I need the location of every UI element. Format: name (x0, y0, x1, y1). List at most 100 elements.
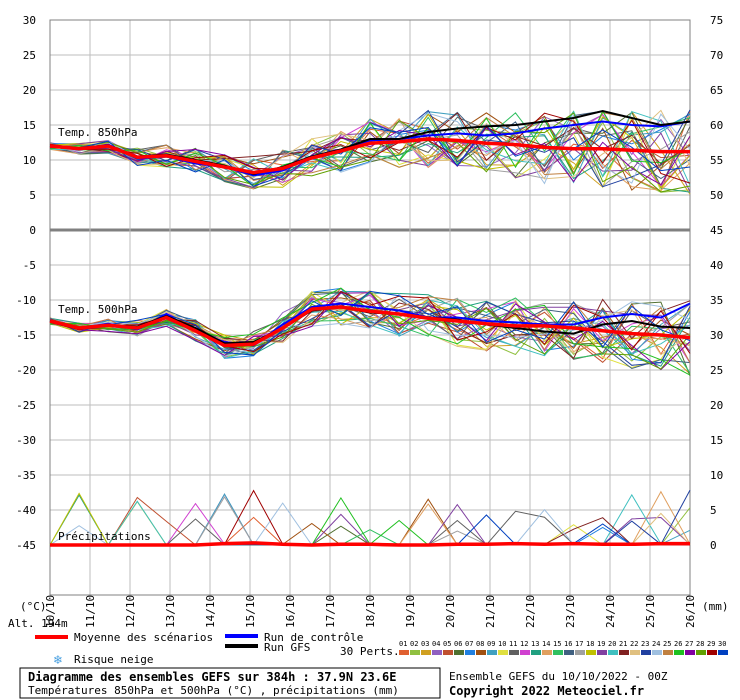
member-swatch (685, 650, 695, 655)
member-500-line (49, 297, 691, 352)
member-number: 18 (586, 640, 594, 648)
left-tick-label: 5 (29, 189, 36, 202)
member-swatch (542, 650, 552, 655)
member-number: 07 (465, 640, 473, 648)
member-number: 01 (399, 640, 407, 648)
date-label: 25/10 (644, 595, 657, 628)
legend: Moyenne des scénarios Run de contrôle Ru… (35, 631, 728, 667)
member-swatch (399, 650, 409, 655)
member-number: 12 (520, 640, 528, 648)
right-tick-label: 35 (710, 294, 723, 307)
left-axis-ticks: 30 25 20 15 10 5 0 -5 -10 -15 -20 -25 -30 -35 -40 -45 (16, 14, 36, 552)
member-number: 22 (630, 640, 638, 648)
right-tick-label: 70 (710, 49, 723, 62)
left-tick-label: -40 (16, 504, 36, 517)
mean-precip-line (50, 541, 690, 547)
member-swatch (487, 650, 497, 655)
left-tick-label: 20 (23, 84, 36, 97)
legend-control-label: Run de contrôle (264, 631, 363, 644)
right-tick-label: 40 (710, 259, 723, 272)
member-number: 21 (619, 640, 627, 648)
member-number: 25 (663, 640, 671, 648)
member-850-line (50, 110, 691, 186)
member-swatch (641, 650, 651, 655)
member-number: 08 (476, 640, 484, 648)
date-label: 20/10 (444, 595, 457, 628)
legend-mean-label: Moyenne des scénarios (74, 631, 213, 644)
member-number: 05 (443, 640, 451, 648)
member-number: 10 (498, 640, 506, 648)
member-legend: 01 02 03 04 05 06 07 08 09 10 11 12 13 14 15 16 17 18 19 20… (399, 640, 728, 655)
member-swatch (476, 650, 486, 655)
left-tick-label: 15 (23, 119, 36, 132)
member-number: 16 (564, 640, 572, 648)
member-swatch (718, 650, 728, 655)
member-number: 06 (454, 640, 462, 648)
right-tick-label: 30 (710, 329, 723, 342)
member-swatch (520, 650, 530, 655)
member-500-line (49, 290, 691, 356)
right-tick-label: 20 (710, 399, 723, 412)
member-swatch (564, 650, 574, 655)
left-tick-label: 10 (23, 154, 36, 167)
panel-label-850: Temp. 850hPa (58, 126, 137, 139)
date-label: 21/10 (484, 595, 497, 628)
left-axis-unit: (°C) (20, 600, 47, 613)
footer-subtitle: Températures 850hPa et 500hPa (°C) , pré… (28, 684, 399, 697)
date-label: 18/10 (364, 595, 377, 628)
altitude-label: Alt. 194m (8, 617, 68, 630)
x-axis-dates: 10/10 11/10 12/10 13/10 14/10 15/10 16/10 17/10… (44, 595, 697, 628)
member-swatch (696, 650, 706, 655)
member-number: 23 (641, 640, 649, 648)
right-tick-label: 0 (710, 539, 717, 552)
member-swatch (421, 650, 431, 655)
date-label: 15/10 (244, 595, 257, 628)
member-number: 27 (685, 640, 693, 648)
legend-gfs-label: Run GFS (264, 641, 310, 654)
left-tick-label: -45 (16, 539, 36, 552)
footer-run: Ensemble GEFS du 10/10/2022 - 00Z (449, 670, 668, 683)
member-swatch (443, 650, 453, 655)
member-number: 04 (432, 640, 440, 648)
member-number: 24 (652, 640, 660, 648)
date-label: 19/10 (404, 595, 417, 628)
right-tick-label: 60 (710, 119, 723, 132)
footer-box (19, 667, 441, 699)
right-axis-unit: (mm) (702, 600, 729, 613)
right-tick-label: 75 (710, 14, 723, 27)
date-label: 12/10 (124, 595, 137, 628)
right-tick-label: 15 (710, 434, 723, 447)
member-number: 17 (575, 640, 583, 648)
date-label: 22/10 (524, 595, 537, 628)
member-swatch (498, 650, 508, 655)
member-number: 03 (421, 640, 429, 648)
member-swatch (586, 650, 596, 655)
member-number: 14 (542, 640, 550, 648)
plot-border (49, 19, 691, 596)
member-850-line (49, 110, 691, 188)
date-label: 23/10 (564, 595, 577, 628)
mean-500-line (49, 305, 691, 348)
key-series (49, 109, 691, 547)
right-tick-label: 5 (710, 504, 717, 517)
right-tick-label: 45 (710, 224, 723, 237)
date-label: 17/10 (324, 595, 337, 628)
member-swatch (575, 650, 585, 655)
member-swatch (674, 650, 684, 655)
date-label: 24/10 (604, 595, 617, 628)
member-number: 11 (509, 640, 517, 648)
right-tick-label: 50 (710, 189, 723, 202)
member-swatch (432, 650, 442, 655)
legend-snow-label: Risque neige (74, 653, 153, 666)
date-label: 11/10 (84, 595, 97, 628)
date-label: 10/10 (44, 595, 57, 628)
member-500-line (49, 302, 691, 352)
member-swatch (531, 650, 541, 655)
date-label: 14/10 (204, 595, 217, 628)
member-850-line (49, 116, 691, 188)
left-tick-label: 30 (23, 14, 36, 27)
member-swatch (465, 650, 475, 655)
date-label: 16/10 (284, 595, 297, 628)
